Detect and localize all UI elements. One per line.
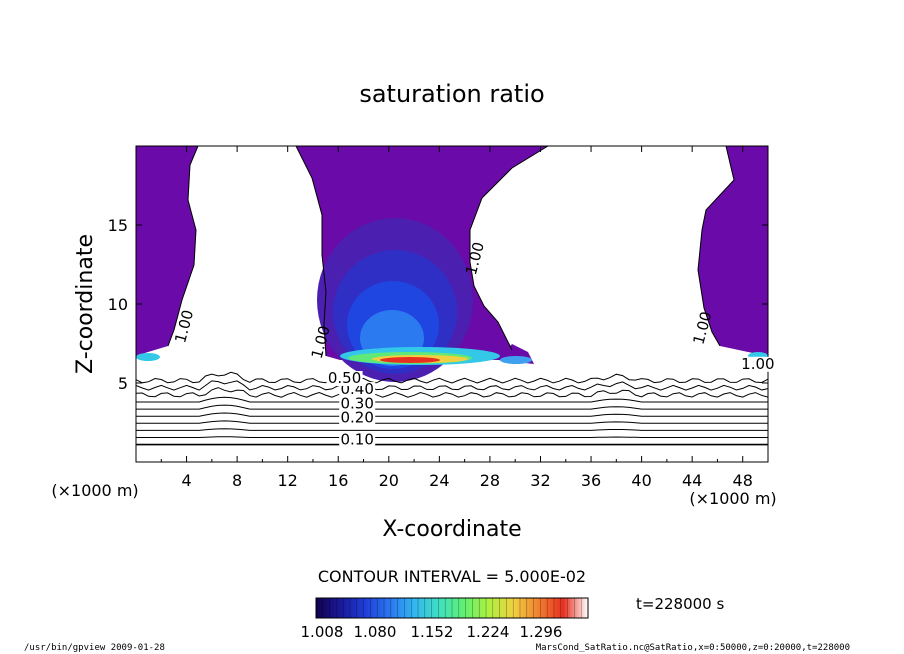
x-tick-label: 16: [328, 471, 348, 490]
contour-line: [136, 412, 768, 417]
contour-interval: CONTOUR INTERVAL = 5.000E-02: [318, 567, 586, 586]
y-axis-ticks: 5 10 15: [108, 216, 768, 393]
contour-line: [136, 396, 768, 403]
x-tick-label: 44: [682, 471, 702, 490]
y-axis-label: Z-coordinate: [73, 234, 98, 374]
x-tick-label: 32: [530, 471, 550, 490]
y-tick-label: 10: [108, 295, 128, 314]
contour-label: 0.10: [340, 431, 373, 449]
x-axis-ticks: 4 8 12 16 20 24 28 32 36 40 44 48: [160, 146, 753, 490]
contour-label-bg: [326, 371, 363, 386]
y-tick-label: 15: [108, 216, 128, 235]
x-unit-right: (×1000 m): [689, 489, 776, 508]
contour-line: [136, 371, 768, 384]
colorbar-ticks: 1.008 1.080 1.152 1.224 1.296: [301, 598, 589, 641]
contour-label-bg: [339, 432, 376, 448]
contour-label: 0.50: [328, 369, 361, 387]
x-tick-label: 24: [429, 471, 449, 490]
contour-line: [136, 380, 768, 391]
contour-line: [136, 387, 768, 398]
footer-right: MarsCond_SatRatio.nc@SatRatio,x=0:50000,…: [536, 643, 850, 653]
contour-label-bg: [339, 396, 376, 412]
x-tick-label: 8: [232, 471, 242, 490]
y-tick-label: 5: [118, 374, 128, 393]
plot-area: [136, 146, 768, 446]
contour-line: [136, 404, 768, 410]
x-tick-label: 4: [181, 471, 191, 490]
x-tick-label: 28: [480, 471, 500, 490]
x-tick-label: 40: [631, 471, 651, 490]
contour-line: [136, 436, 768, 438]
edge-high-left: [136, 353, 160, 361]
contour-label: 0.20: [340, 409, 373, 427]
colorbar-tick-label: 1.008: [301, 623, 344, 641]
contour-line: [136, 420, 768, 424]
x-unit-left: (×1000 m): [51, 481, 138, 500]
plume-tail-edge: [500, 356, 532, 364]
colorbar-tick-label: 1.296: [520, 623, 563, 641]
contour-label: 1.00: [741, 355, 774, 373]
contour-label-bg: [739, 356, 776, 372]
x-tick-label: 12: [278, 471, 298, 490]
contour-label: 1.00: [689, 310, 715, 347]
contour-line: [136, 428, 768, 431]
lower-layer-contours: [136, 371, 768, 446]
contour-label: 0.30: [340, 394, 373, 412]
colorbar-tick-label: 1.224: [467, 623, 510, 641]
x-tick-label: 48: [733, 471, 753, 490]
plume-base-red: [380, 357, 440, 363]
time-label: t=228000 s: [636, 595, 724, 613]
contour-label-bg: [339, 410, 376, 426]
colorbar-tick-label: 1.080: [354, 623, 397, 641]
chart-title: saturation ratio: [359, 80, 544, 108]
footer-left: /usr/bin/gpview 2009-01-28: [24, 643, 165, 653]
x-axis-label: X-coordinate: [382, 517, 521, 542]
saturation-contour: [167, 146, 735, 357]
x-tick-label: 20: [379, 471, 399, 490]
colorbar: 1.008 1.080 1.152 1.224 1.296: [301, 597, 589, 641]
x-tick-label: 36: [581, 471, 601, 490]
colorbar-tick-label: 1.152: [411, 623, 454, 641]
